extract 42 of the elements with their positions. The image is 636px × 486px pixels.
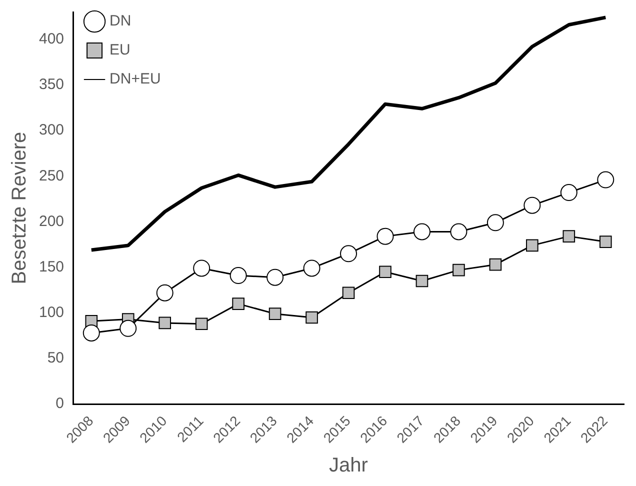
y-tick-label: 150 (38, 258, 64, 276)
y-tick-label: 50 (47, 350, 64, 367)
legend-label: DN (110, 12, 132, 30)
y-axis-title: Besetzte Reviere (8, 132, 31, 284)
y-tick-label: 400 (38, 30, 64, 48)
point (526, 239, 538, 252)
point (562, 230, 576, 242)
point (158, 316, 172, 330)
y-tick-label: 0 (56, 395, 64, 412)
legend-label: DN+EU (110, 70, 161, 88)
x-axis-title: Jahr (329, 454, 368, 477)
point (232, 298, 244, 310)
point (486, 214, 504, 232)
point (82, 324, 100, 342)
point (156, 284, 174, 302)
point (599, 236, 612, 248)
point (303, 260, 320, 277)
point (266, 268, 284, 286)
point (413, 223, 430, 240)
point (376, 228, 394, 245)
point (120, 320, 137, 337)
point (416, 274, 428, 288)
point (597, 171, 614, 188)
point (489, 258, 502, 271)
point (340, 245, 358, 262)
point (524, 196, 541, 214)
y-tick-label: 300 (38, 122, 64, 139)
point (193, 260, 210, 277)
point (450, 223, 468, 240)
point (379, 266, 392, 278)
y-tick-label: 200 (38, 212, 64, 230)
point (230, 267, 247, 284)
y-tick-label: 350 (38, 76, 64, 94)
legend-label: EU (110, 42, 130, 59)
y-tick-label: 100 (38, 304, 64, 322)
point (195, 318, 208, 330)
point (452, 264, 465, 276)
point (342, 286, 355, 300)
point (560, 184, 578, 202)
point (306, 311, 318, 324)
y-tick-label: 250 (38, 167, 64, 184)
point (268, 308, 282, 320)
